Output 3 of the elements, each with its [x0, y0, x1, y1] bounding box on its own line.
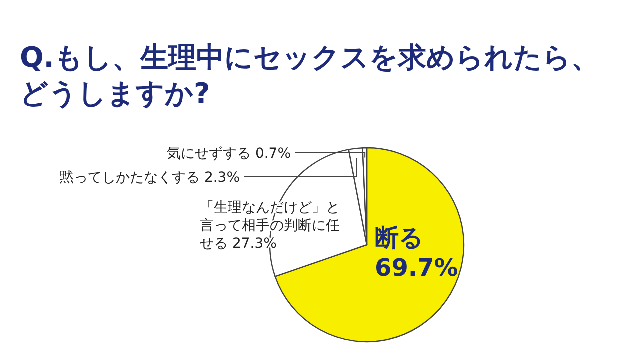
chart-title: Q.もし、生理中にセックスを求められたら、どうしますか?: [20, 40, 600, 112]
slice-label: 黙ってしかたなくする 2.3%: [60, 170, 240, 186]
slice-label: 気にせずする 0.7%: [167, 146, 292, 162]
